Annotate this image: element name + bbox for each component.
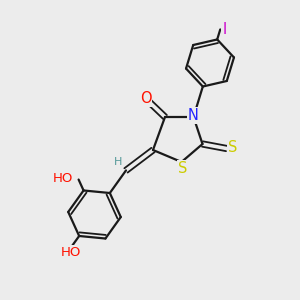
Text: HO: HO [61,246,81,259]
Text: O: O [140,91,151,106]
Text: HO: HO [53,172,73,184]
Text: H: H [113,157,122,167]
Text: I: I [223,22,227,37]
Text: S: S [178,161,188,176]
Text: S: S [228,140,238,155]
Text: N: N [188,108,199,123]
